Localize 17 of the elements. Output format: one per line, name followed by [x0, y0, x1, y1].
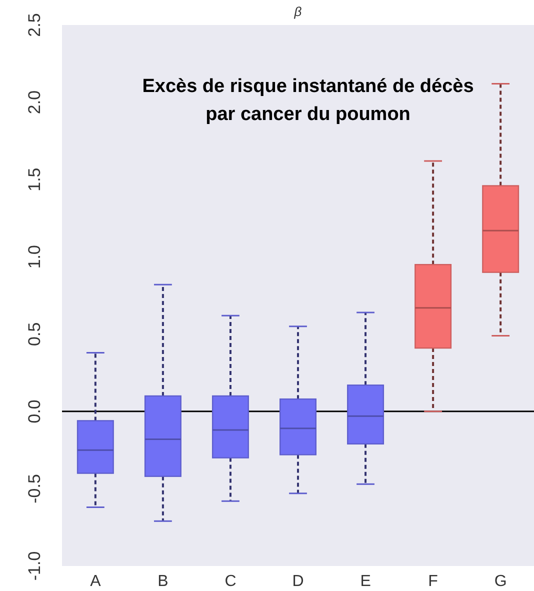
- y-tick-label: -0.5: [25, 474, 44, 504]
- y-tick-label: 2.0: [25, 90, 44, 114]
- y-tick-label: 1.0: [25, 245, 44, 269]
- y-tick-label: 0.5: [25, 322, 44, 346]
- y-tick-label: 1.5: [25, 168, 44, 192]
- y-tick-label: 2.5: [25, 13, 44, 37]
- text: Excès de risque instantané de décès par cancer du poumon: [142, 76, 474, 125]
- y-tick-label: -1.0: [25, 551, 44, 581]
- x-tick-label: B: [158, 573, 168, 590]
- x-tick-label: F: [428, 573, 438, 590]
- x-tick-label: G: [494, 573, 507, 590]
- x-tick-label: D: [292, 573, 304, 590]
- y-tick-label: 0.0: [25, 400, 44, 424]
- x-tick-label: A: [90, 573, 102, 590]
- chart-title: β: [293, 4, 302, 19]
- x-tick-label: C: [224, 573, 236, 590]
- x-tick-label: E: [360, 573, 371, 590]
